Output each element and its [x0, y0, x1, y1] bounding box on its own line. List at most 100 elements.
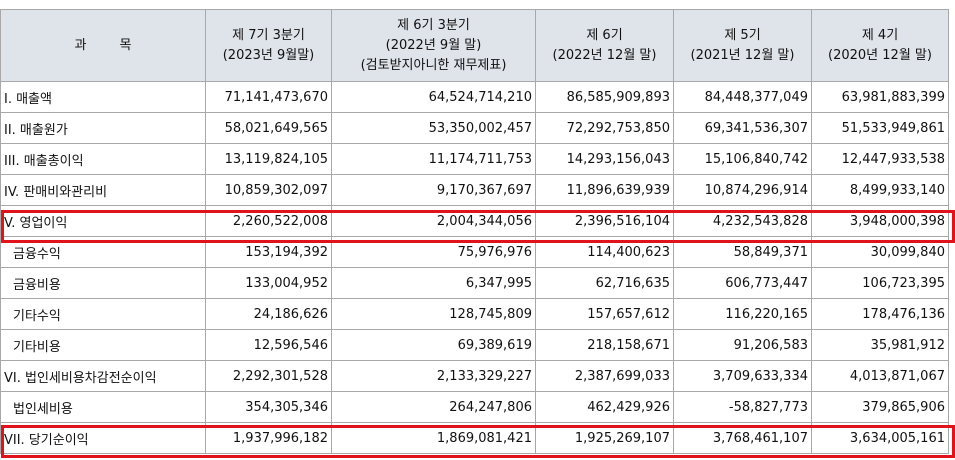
cell-value: 10,874,296,914 — [673, 174, 812, 206]
cell-value: 14,293,156,043 — [535, 143, 674, 175]
row-label: II. 매출원가 — [0, 112, 206, 144]
row-label: 금융비용 — [0, 267, 206, 299]
cell-value: 13,119,824,105 — [205, 143, 332, 175]
cell-value: 3,768,461,107 — [673, 422, 812, 454]
row-label: III. 매출총이익 — [0, 143, 206, 175]
table-row: I. 매출액 71,141,473,670 64,524,714,210 86,585… — [0, 81, 949, 113]
table-row: 법인세비용 354,305,346 264,247,806 462,429,926 -5… — [0, 391, 949, 423]
cell-value: 606,773,447 — [673, 267, 812, 299]
cell-value: 2,292,301,528 — [205, 360, 332, 392]
cell-value: 62,716,635 — [535, 267, 674, 299]
cell-value: 71,141,473,670 — [205, 81, 332, 113]
table-row: III. 매출총이익 13,119,824,105 11,174,711,753 14… — [0, 143, 949, 175]
cell-value: 2,260,522,008 — [205, 205, 332, 237]
cell-value: 75,976,976 — [331, 236, 536, 268]
header-line: 과 목 — [74, 37, 132, 53]
cell-value: 91,206,583 — [673, 329, 812, 361]
table-row: IV. 판매비와관리비 10,859,302,097 9,170,367,697 11… — [0, 174, 949, 206]
cell-value: 114,400,623 — [535, 236, 674, 268]
cell-value: 10,859,302,097 — [205, 174, 332, 206]
row-label: 법인세비용 — [0, 391, 206, 423]
cell-value: 116,220,165 — [673, 298, 812, 330]
cell-value: 11,174,711,753 — [331, 143, 536, 175]
table-header: 과 목 제 7기 3분기 (2023년 9월말) 제 6기 3분기 (2022년… — [0, 9, 949, 82]
cell-value: -58,827,773 — [673, 391, 812, 423]
row-label: IV. 판매비와관리비 — [0, 174, 206, 206]
cell-value: 84,448,377,049 — [673, 81, 812, 113]
header-period-4: 제 4기 (2020년 12월 말) — [811, 9, 949, 82]
cell-value: 69,341,536,307 — [673, 112, 812, 144]
cell-value: 2,004,344,056 — [331, 205, 536, 237]
cell-value: 178,476,136 — [811, 298, 949, 330]
cell-value: 2,387,699,033 — [535, 360, 674, 392]
row-label: V. 영업이익 — [0, 205, 206, 237]
cell-value: 1,925,269,107 — [535, 422, 674, 454]
table-row: 기타비용 12,596,546 69,389,619 218,158,671 91,20… — [0, 329, 949, 361]
table-row: VII. 당기순이익 1,937,996,182 1,869,081,421 1,92… — [0, 422, 949, 454]
header-line: (2020년 12월 말) — [828, 47, 932, 63]
cell-value: 24,186,626 — [205, 298, 332, 330]
cell-value: 3,634,005,161 — [811, 422, 949, 454]
cell-value: 11,896,639,939 — [535, 174, 674, 206]
cell-value: 2,396,516,104 — [535, 205, 674, 237]
table-row: VI. 법인세비용차감전순이익 2,292,301,528 2,133,329,22… — [0, 360, 949, 392]
cell-value: 3,948,000,398 — [811, 205, 949, 237]
cell-value: 58,021,649,565 — [205, 112, 332, 144]
cell-value: 379,865,906 — [811, 391, 949, 423]
header-period-6q3: 제 6기 3분기 (2022년 9월 말) (검토받지아니한 재무제표) — [331, 9, 536, 82]
cell-value: 12,596,546 — [205, 329, 332, 361]
header-line: (2023년 9월말) — [222, 47, 315, 63]
table-row: V. 영업이익 2,260,522,008 2,004,344,056 2,396,5… — [0, 205, 949, 237]
cell-value: 8,499,933,140 — [811, 174, 949, 206]
row-label: 기타비용 — [0, 329, 206, 361]
cell-value: 12,447,933,538 — [811, 143, 949, 175]
header-period-5: 제 5기 (2021년 12월 말) — [673, 9, 812, 82]
cell-value: 15,106,840,742 — [673, 143, 812, 175]
cell-value: 4,013,871,067 — [811, 360, 949, 392]
cell-value: 9,170,367,697 — [331, 174, 536, 206]
header-line: (2022년 12월 말) — [552, 47, 657, 63]
header-line: (2022년 9월 말) — [385, 37, 482, 53]
cell-value: 86,585,909,893 — [535, 81, 674, 113]
cell-value: 133,004,952 — [205, 267, 332, 299]
table-row: 금융수익 153,194,392 75,976,976 114,400,623 58,8… — [0, 236, 949, 268]
cell-value: 1,937,996,182 — [205, 422, 332, 454]
cell-value: 462,429,926 — [535, 391, 674, 423]
header-line: 제 7기 3분기 — [232, 27, 305, 43]
cell-value: 51,533,949,861 — [811, 112, 949, 144]
row-label: 기타수익 — [0, 298, 206, 330]
table-body: I. 매출액 71,141,473,670 64,524,714,210 86,585… — [0, 81, 949, 454]
table-row: II. 매출원가 58,021,649,565 53,350,002,457 72,2… — [0, 112, 949, 144]
cell-value: 35,981,912 — [811, 329, 949, 361]
header-line: 제 5기 — [724, 27, 761, 43]
table-row: 금융비용 133,004,952 6,347,995 62,716,635 606,77… — [0, 267, 949, 299]
cell-value: 153,194,392 — [205, 236, 332, 268]
cell-value: 106,723,395 — [811, 267, 949, 299]
cell-value: 4,232,543,828 — [673, 205, 812, 237]
cell-value: 264,247,806 — [331, 391, 536, 423]
row-label: 금융수익 — [0, 236, 206, 268]
cell-value: 58,849,371 — [673, 236, 812, 268]
cell-value: 69,389,619 — [331, 329, 536, 361]
header-line: 제 6기 3분기 — [397, 17, 470, 33]
header-account: 과 목 — [0, 9, 206, 82]
row-label: VII. 당기순이익 — [0, 422, 206, 454]
header-period-7q3: 제 7기 3분기 (2023년 9월말) — [205, 9, 332, 82]
cell-value: 2,133,329,227 — [331, 360, 536, 392]
header-line: 제 6기 — [586, 27, 623, 43]
cell-value: 128,745,809 — [331, 298, 536, 330]
row-label: VI. 법인세비용차감전순이익 — [0, 360, 206, 392]
header-line: (2021년 12월 말) — [690, 47, 795, 63]
cell-value: 72,292,753,850 — [535, 112, 674, 144]
cell-value: 6,347,995 — [331, 267, 536, 299]
table-row: 기타수익 24,186,626 128,745,809 157,657,612 116,… — [0, 298, 949, 330]
header-period-6: 제 6기 (2022년 12월 말) — [535, 9, 674, 82]
header-row: 과 목 제 7기 3분기 (2023년 9월말) 제 6기 3분기 (2022년… — [0, 9, 949, 82]
cell-value: 354,305,346 — [205, 391, 332, 423]
income-statement-table: 과 목 제 7기 3분기 (2023년 9월말) 제 6기 3분기 (2022년… — [0, 9, 949, 454]
cell-value: 53,350,002,457 — [331, 112, 536, 144]
cell-value: 1,869,081,421 — [331, 422, 536, 454]
cell-value: 30,099,840 — [811, 236, 949, 268]
header-line: (검토받지아니한 재무제표) — [360, 57, 507, 73]
cell-value: 63,981,883,399 — [811, 81, 949, 113]
